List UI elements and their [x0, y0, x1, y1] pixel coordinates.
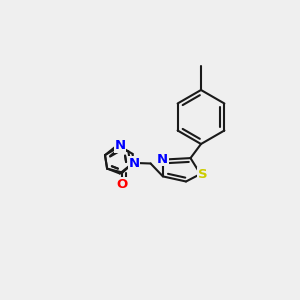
Text: O: O — [117, 178, 128, 191]
Text: S: S — [198, 167, 208, 181]
Text: N: N — [128, 157, 140, 170]
Text: N: N — [114, 139, 126, 152]
Text: N: N — [157, 152, 168, 166]
